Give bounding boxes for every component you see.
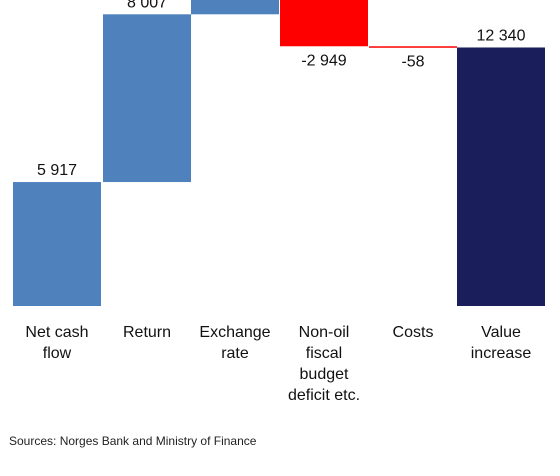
value-label-4: -2 949 xyxy=(301,52,346,69)
category-label-line: Return xyxy=(123,324,171,341)
bars-group xyxy=(13,0,545,307)
category-label-line: budget xyxy=(300,366,349,383)
bar-4 xyxy=(280,0,368,47)
bar-6 xyxy=(457,47,545,307)
category-label-line: Exchange xyxy=(199,324,270,341)
category-label-line: Costs xyxy=(393,324,434,341)
category-label-line: deficit etc. xyxy=(288,387,360,404)
category-label-3: Exchange rate xyxy=(199,324,270,362)
category-label-4: Non-oil fiscal budget deficit etc. xyxy=(288,324,360,404)
bar-1 xyxy=(13,182,101,306)
value-label-5: -58 xyxy=(401,53,424,70)
category-labels-group: Net cash flow Return Exchange rate Non-oil fis… xyxy=(25,324,531,404)
category-label-5: Costs xyxy=(393,324,434,341)
value-label-1: 5 917 xyxy=(37,162,77,179)
category-label-1: Net cash flow xyxy=(25,324,88,362)
category-label-line: rate xyxy=(221,345,249,362)
category-label-line: Net cash xyxy=(25,324,88,341)
category-label-line: fiscal xyxy=(306,345,342,362)
value-label-2: 8 007 xyxy=(127,0,167,11)
category-label-line: Non-oil xyxy=(299,324,350,341)
source-note: Sources: Norges Bank and Ministry of Fin… xyxy=(9,434,257,448)
bar-5 xyxy=(369,46,457,48)
category-label-line: increase xyxy=(471,345,532,362)
category-label-line: flow xyxy=(43,345,72,362)
value-label-6: 12 340 xyxy=(477,27,526,44)
category-label-line: Value xyxy=(481,324,521,341)
category-label-6: Value increase xyxy=(471,324,532,362)
category-label-2: Return xyxy=(123,324,171,341)
bar-2 xyxy=(103,14,191,183)
bar-3 xyxy=(191,0,279,15)
